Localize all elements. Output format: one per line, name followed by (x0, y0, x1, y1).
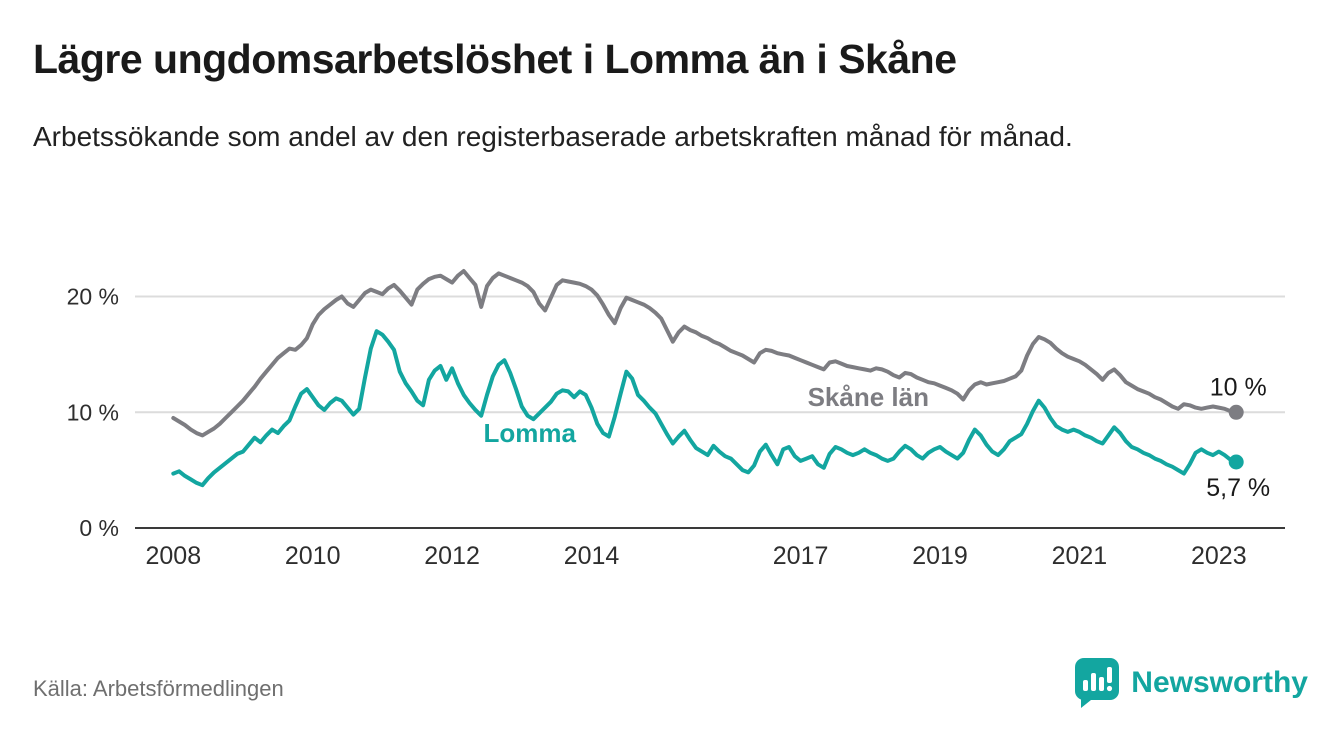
x-tick-label: 2021 (1052, 542, 1108, 570)
x-tick-label: 2012 (424, 542, 480, 570)
newsworthy-logo[interactable]: Newsworthy (1075, 658, 1308, 708)
brand-name: Newsworthy (1131, 666, 1308, 699)
line-chart: 0 % 10 % 20 % 2008 2010 2012 2014 2017 2019 2021 2… (67, 269, 1285, 570)
series-end-dot-skane (1228, 404, 1244, 420)
chart-subtitle: Arbetssökande som andel av den registerb… (33, 121, 1073, 152)
series-label-skane: Skåne län (808, 382, 929, 412)
source-note: Källa: Arbetsförmedlingen (33, 676, 284, 701)
x-tick-label: 2023 (1191, 542, 1247, 570)
x-tick-label: 2010 (285, 542, 341, 570)
y-tick-label: 20 % (67, 284, 119, 310)
series-end-dot-lomma (1228, 454, 1244, 470)
end-value-label: 10 % (1210, 373, 1267, 401)
series-line-lomma (171, 329, 1239, 488)
y-tick-label: 0 % (79, 515, 119, 541)
newsworthy-logo-icon (1075, 658, 1120, 708)
series-line-skane (171, 269, 1239, 438)
x-tick-label: 2008 (145, 542, 201, 570)
series-label-lomma: Lomma (484, 418, 577, 448)
chart-title: Lägre ungdomsarbetslöshet i Lomma än i S… (33, 36, 957, 82)
y-tick-label: 10 % (67, 399, 119, 425)
x-tick-label: 2014 (564, 542, 620, 570)
x-tick-label: 2017 (773, 542, 829, 570)
end-value-label: 5,7 % (1206, 474, 1270, 502)
x-tick-label: 2019 (912, 542, 968, 570)
